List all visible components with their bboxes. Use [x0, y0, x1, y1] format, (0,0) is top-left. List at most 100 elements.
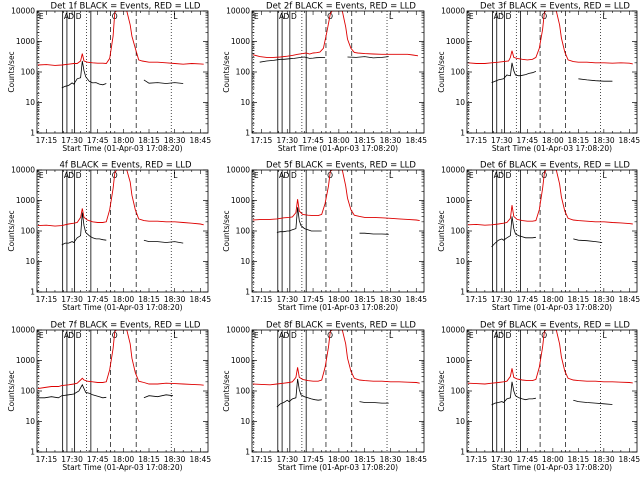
- marker-label: D: [291, 171, 297, 180]
- y-tick-label: 10: [240, 417, 250, 426]
- x-tick-label: 18:15: [138, 136, 160, 145]
- marker-label: D: [498, 171, 504, 180]
- marker-label: E: [254, 12, 259, 21]
- x-tick-label: 18:45: [405, 295, 427, 304]
- marker-label: L: [173, 12, 178, 21]
- y-tick-label: 1000: [16, 37, 35, 46]
- marker-label: E: [254, 171, 259, 180]
- series-lld: [37, 170, 204, 227]
- x-tick-label: 17:30: [276, 295, 298, 304]
- x-tick-label: 18:15: [354, 455, 376, 464]
- series-lld: [37, 330, 204, 390]
- x-tick-label: 18:45: [189, 295, 211, 304]
- x-tick-label: 17:45: [87, 295, 109, 304]
- y-tick-label: 1: [30, 288, 35, 297]
- marker-label: D: [283, 331, 289, 340]
- marker-label: A: [64, 171, 70, 180]
- x-tick-label: 17:45: [87, 455, 109, 464]
- x-tick-label: 18:15: [568, 136, 590, 145]
- x-tick-label: 18:45: [619, 295, 640, 304]
- marker-label: L: [389, 171, 394, 180]
- x-tick-label: 18:00: [113, 455, 135, 464]
- panel-title: Det 3f BLACK = Events, RED = LLD: [480, 2, 630, 12]
- marker-label: D: [506, 331, 512, 340]
- x-tick-label: 18:30: [380, 136, 402, 145]
- marker-label: A: [494, 331, 500, 340]
- series-events: [276, 207, 389, 235]
- marker-label: L: [389, 12, 394, 21]
- x-tick-label: 18:45: [189, 136, 211, 145]
- x-tick-label: 17:45: [87, 136, 109, 145]
- marker-label: L: [602, 12, 607, 21]
- marker-label: D: [68, 12, 74, 21]
- series-events: [61, 60, 184, 89]
- x-tick-label: 17:15: [251, 136, 273, 145]
- x-tick-label: 18:00: [328, 136, 350, 145]
- x-tick-label: 18:15: [354, 295, 376, 304]
- marker-label: L: [602, 331, 607, 340]
- panel-title: Det 2f BLACK = Events, RED = LLD: [266, 2, 416, 12]
- x-tick-label: 18:15: [138, 455, 160, 464]
- x-tick-label: 17:15: [36, 295, 58, 304]
- x-tick-label: 18:45: [405, 455, 427, 464]
- y-tick-label: 100: [21, 387, 36, 396]
- x-axis-label: Start Time (01-Apr-03 17:08:20): [278, 144, 398, 153]
- y-tick-label: 1: [30, 129, 35, 138]
- marker-label: D: [291, 331, 297, 340]
- x-tick-label: 18:00: [542, 295, 564, 304]
- series-lld: [252, 11, 419, 58]
- marker-label: D: [68, 171, 74, 180]
- x-tick-label: 18:30: [593, 136, 615, 145]
- x-axis-label: Start Time (01-Apr-03 17:08:20): [492, 303, 612, 312]
- x-tick-label: 17:45: [302, 136, 324, 145]
- marker-label: D: [283, 12, 289, 21]
- marker-label: L: [173, 331, 178, 340]
- y-tick-label: 1: [245, 288, 250, 297]
- x-tick-label: 17:45: [517, 455, 539, 464]
- panel-title: 4f BLACK = Events, RED = LLD: [59, 161, 192, 171]
- x-tick-label: 17:15: [36, 455, 58, 464]
- x-tick-label: 17:15: [466, 295, 488, 304]
- y-tick-label: 10000: [441, 326, 465, 335]
- y-tick-label: 1000: [231, 196, 250, 205]
- x-tick-label: 17:30: [491, 136, 513, 145]
- x-tick-label: 17:30: [491, 295, 513, 304]
- x-tick-label: 18:00: [542, 455, 564, 464]
- x-tick-label: 17:30: [61, 136, 83, 145]
- x-tick-label: 17:30: [276, 455, 298, 464]
- panel-title: Det 6f BLACK = Events, RED = LLD: [480, 161, 630, 171]
- series-events: [37, 383, 173, 399]
- x-axis-label: Start Time (01-Apr-03 17:08:20): [278, 463, 398, 472]
- panel-title: Det 5f BLACK = Events, RED = LLD: [266, 161, 416, 171]
- y-axis-label: Counts/sec: [7, 51, 16, 92]
- x-tick-label: 17:30: [276, 136, 298, 145]
- marker-label: D: [76, 171, 82, 180]
- y-tick-label: 1000: [446, 196, 465, 205]
- x-tick-label: 18:15: [138, 295, 160, 304]
- y-tick-label: 100: [21, 227, 36, 236]
- x-tick-label: 18:00: [328, 295, 350, 304]
- x-tick-label: 18:00: [113, 136, 135, 145]
- x-tick-label: 17:30: [61, 295, 83, 304]
- y-tick-label: 10000: [11, 326, 35, 335]
- x-tick-label: 18:30: [593, 455, 615, 464]
- marker-label: D: [283, 171, 289, 180]
- panel-title: Det 9f BLACK = Events, RED = LLD: [480, 321, 630, 331]
- x-tick-label: 17:30: [491, 455, 513, 464]
- marker-label: E: [469, 171, 474, 180]
- series-events: [259, 56, 389, 63]
- x-tick-label: 18:45: [405, 136, 427, 145]
- x-tick-label: 18:00: [113, 295, 135, 304]
- x-tick-label: 17:15: [36, 136, 58, 145]
- y-tick-label: 1: [460, 448, 465, 457]
- x-tick-label: 18:45: [619, 136, 640, 145]
- x-tick-label: 18:45: [189, 455, 211, 464]
- y-tick-label: 10000: [226, 326, 250, 335]
- x-tick-label: 17:15: [466, 136, 488, 145]
- x-tick-label: 18:30: [593, 295, 615, 304]
